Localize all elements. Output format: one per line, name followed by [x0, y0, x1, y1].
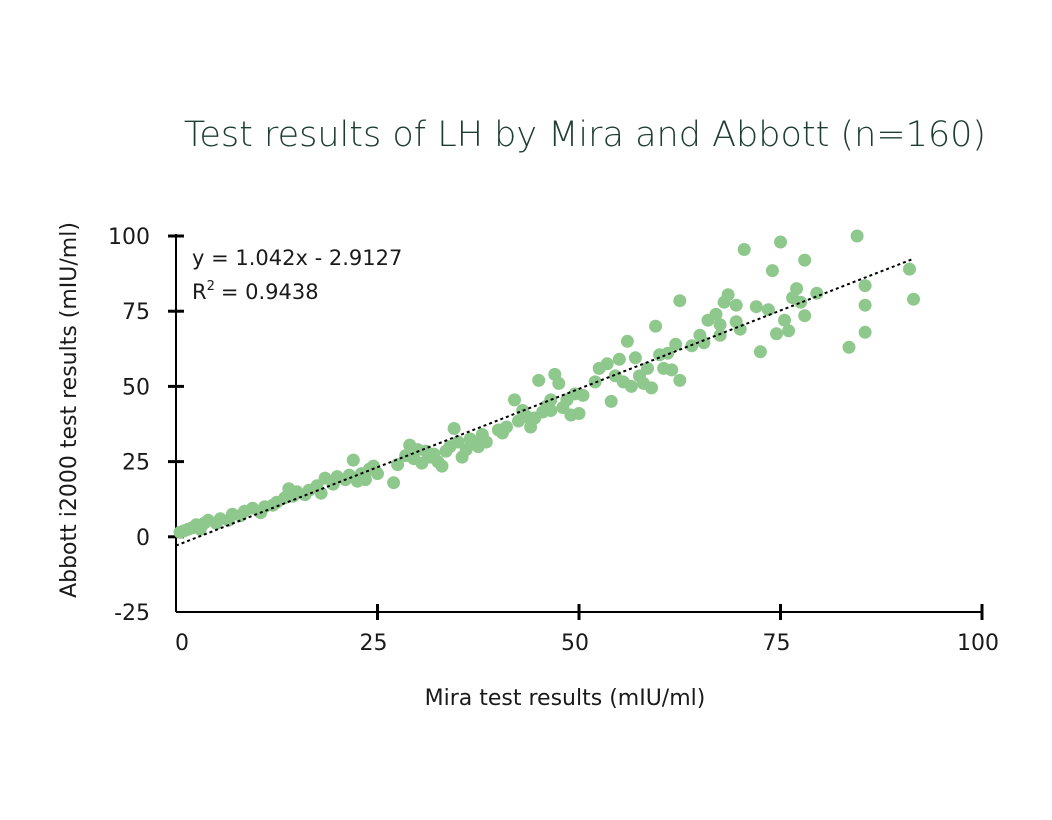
data-point: [673, 373, 687, 387]
data-point: [749, 300, 763, 314]
data-point: [620, 334, 634, 348]
data-point: [665, 363, 679, 377]
data-point: [778, 313, 791, 327]
data-point: [371, 467, 384, 481]
x-axis-title: Mira test results (mIU/ml): [425, 686, 706, 711]
data-point: [858, 325, 872, 339]
x-tick-label: 100: [957, 631, 999, 656]
data-point: [669, 337, 683, 351]
data-point: [314, 486, 328, 500]
data-point: [770, 327, 783, 341]
data-point: [500, 420, 513, 434]
data-point: [709, 307, 723, 321]
x-tick-label: 50: [561, 631, 589, 656]
data-point: [576, 388, 590, 402]
data-point: [645, 381, 658, 395]
data-point: [628, 351, 642, 365]
data-point: [774, 235, 787, 249]
y-axis-title: Abbott i2000 test results (mIU/ml): [57, 222, 82, 598]
y-axis: 100 75 50 25 0 -25: [108, 225, 184, 626]
y-tick-label: 50: [122, 375, 150, 400]
data-point: [697, 336, 711, 350]
x-tick-label: 0: [175, 631, 189, 656]
data-point: [850, 229, 864, 243]
data-point: [907, 292, 920, 306]
data-point: [858, 279, 872, 293]
data-point: [721, 288, 735, 302]
y-tick-label: 100: [108, 225, 150, 250]
y-tick-label: 0: [136, 526, 150, 551]
data-point: [600, 357, 614, 371]
data-point: [733, 322, 747, 336]
data-point: [358, 473, 372, 487]
data-point: [508, 393, 521, 407]
data-point: [858, 298, 872, 312]
x-axis: 0 25 50 75 100: [175, 604, 999, 656]
data-point: [572, 407, 586, 420]
x-tick-label: 75: [763, 631, 791, 656]
data-point: [737, 243, 751, 256]
data-point: [794, 295, 808, 309]
y-tick-label: 75: [122, 300, 150, 325]
r-squared-label: R2 = 0.9438: [192, 279, 319, 304]
data-point: [641, 361, 654, 375]
data-point: [435, 459, 449, 473]
data-point: [673, 294, 687, 308]
data-point: [753, 345, 767, 359]
data-point: [387, 476, 401, 490]
r-squared-value: = 0.9438: [221, 280, 319, 304]
data-point: [544, 404, 558, 417]
data-point: [713, 318, 727, 332]
data-point: [447, 422, 461, 435]
data-point: [765, 264, 779, 278]
data-point: [790, 282, 804, 296]
r-squared-superscript: 2: [207, 279, 215, 294]
data-point: [798, 253, 812, 267]
x-tick-label: 25: [360, 631, 388, 656]
data-point: [604, 394, 618, 408]
data-points: [173, 229, 920, 539]
data-point: [552, 376, 566, 390]
data-point: [532, 373, 546, 387]
trendline-equation: y = 1.042x - 2.9127: [192, 246, 402, 270]
data-point: [729, 298, 743, 312]
data-point: [479, 435, 493, 449]
data-point: [624, 379, 638, 393]
data-point: [761, 303, 775, 317]
data-point: [798, 309, 812, 323]
data-point: [612, 352, 626, 366]
data-point: [649, 319, 663, 333]
data-point: [810, 286, 824, 300]
y-tick-label: 25: [122, 451, 150, 476]
data-point: [451, 435, 465, 449]
data-point: [346, 453, 360, 467]
y-tick-label: -25: [114, 601, 150, 626]
data-point: [588, 375, 602, 389]
chart-title: Test results of LH by Mira and Abbott (n…: [184, 115, 986, 155]
data-point: [713, 328, 727, 342]
data-point: [782, 324, 796, 338]
data-point: [842, 340, 856, 354]
data-point: [903, 262, 916, 276]
r-squared-prefix: R: [192, 280, 207, 304]
